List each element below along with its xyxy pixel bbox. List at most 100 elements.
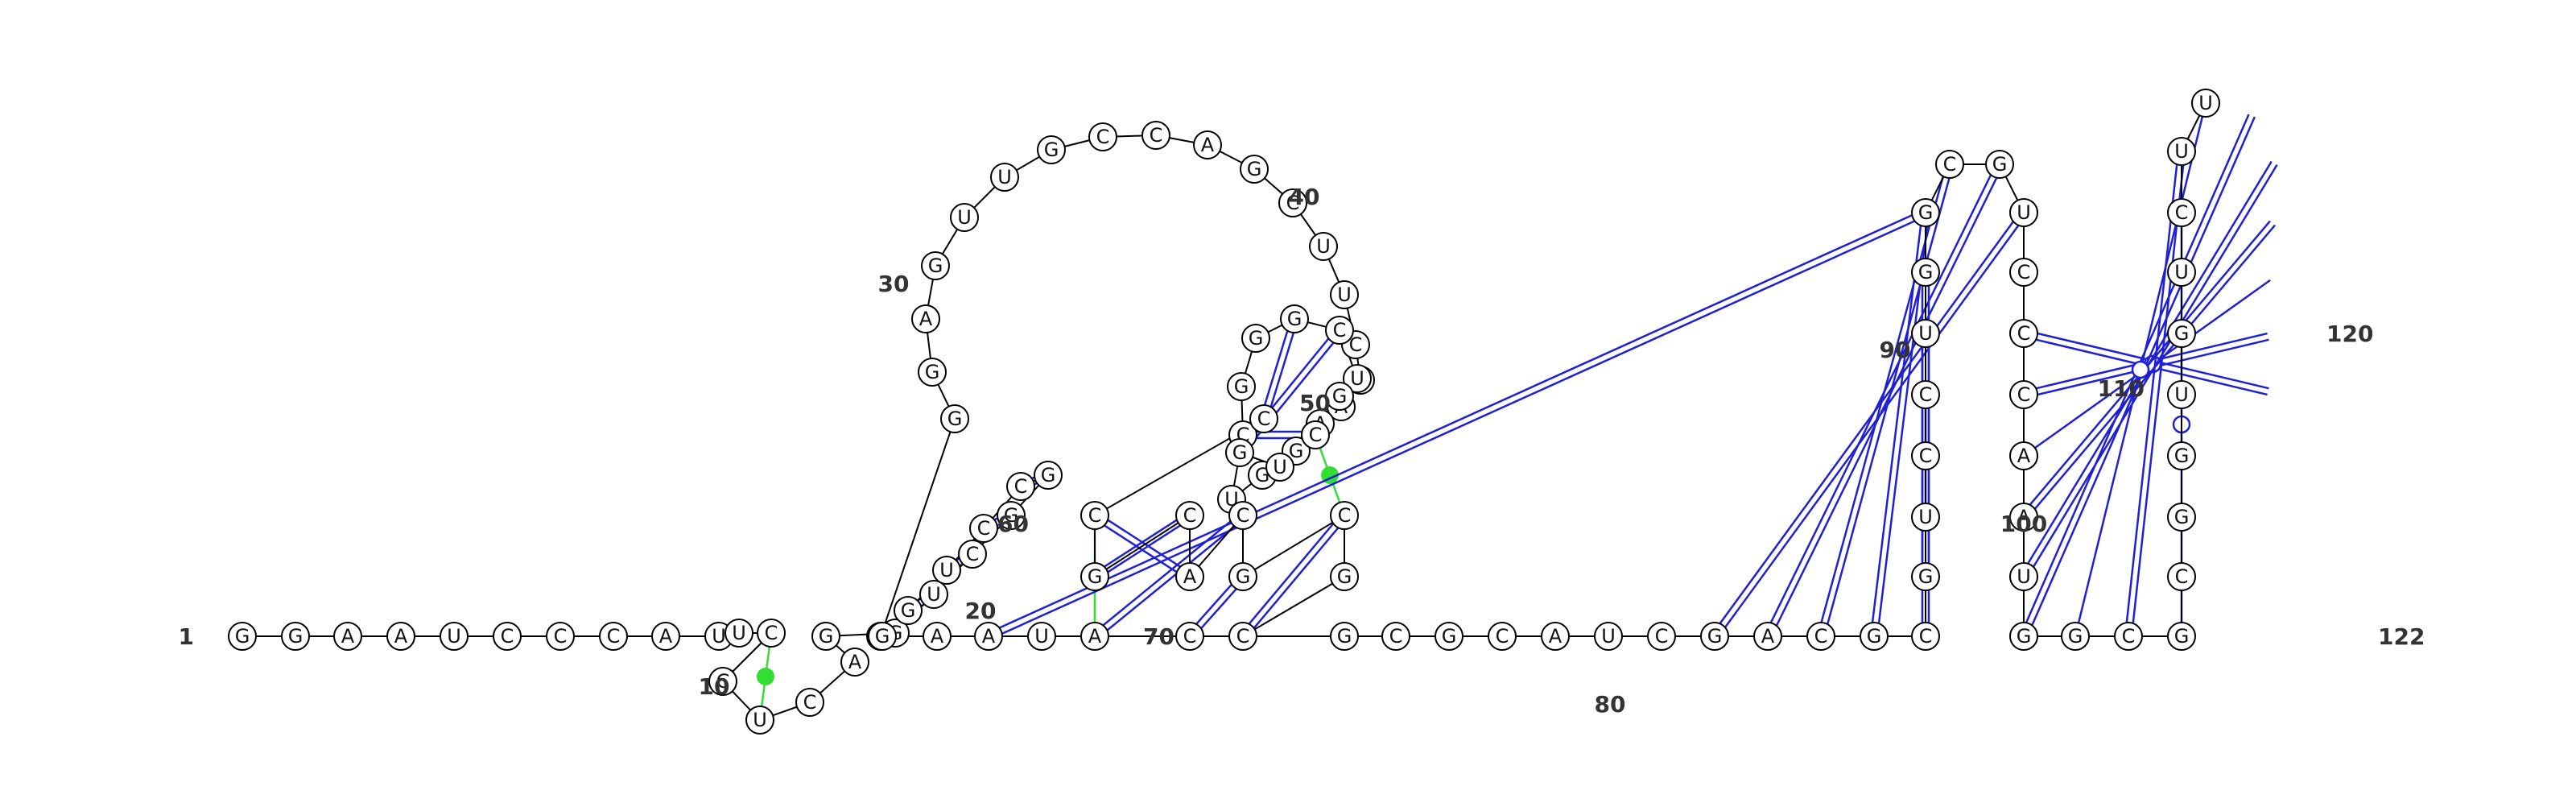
backbone-segment: [1243, 515, 1344, 577]
svg-text:C: C: [1814, 625, 1828, 648]
svg-text:U: U: [753, 709, 767, 731]
svg-text:G: G: [1918, 201, 1934, 224]
nucleotide: U: [440, 623, 468, 650]
svg-text:C: C: [1655, 625, 1669, 648]
svg-text:G: G: [819, 625, 834, 648]
nucleotide: U: [1310, 233, 1337, 260]
svg-text:U: U: [939, 559, 954, 581]
svg-text:G: G: [1232, 441, 1248, 464]
nucleotide: A: [387, 623, 415, 650]
nucleotide: C: [600, 623, 627, 650]
numbering-label: 100: [2000, 511, 2047, 537]
svg-text:G: G: [1332, 385, 1348, 408]
nucleotide: C: [758, 619, 785, 647]
base-pair: [1196, 585, 1236, 628]
nucleotide: C: [1807, 623, 1835, 650]
nucleotide: G: [922, 252, 949, 279]
svg-text:C: C: [1919, 445, 1933, 467]
nucleotide: C: [1382, 623, 1410, 650]
svg-text:C: C: [1496, 625, 1509, 648]
nucleotide: C: [796, 689, 824, 716]
numbering-label: 40: [1289, 184, 1320, 210]
svg-text:G: G: [1088, 565, 1103, 588]
nucleotide: U: [920, 581, 947, 608]
svg-text:U: U: [1034, 625, 1049, 648]
svg-text:U: U: [2174, 140, 2189, 163]
svg-text:C: C: [1919, 625, 1933, 648]
numbering-label: 90: [1880, 337, 1911, 363]
svg-text:G: G: [1249, 327, 1264, 350]
svg-text:U: U: [1316, 235, 1331, 258]
svg-text:U: U: [712, 625, 726, 648]
nucleotide: G: [812, 623, 840, 650]
nucleotide: A: [841, 648, 869, 676]
svg-text:C: C: [1309, 424, 1323, 446]
nucleotide: C: [2010, 320, 2037, 347]
nucleotide: A: [1081, 623, 1108, 650]
svg-text:U: U: [732, 622, 746, 644]
nucleotide: U: [746, 706, 774, 734]
nucleotide: C: [1081, 502, 1108, 529]
nucleotide: U: [2010, 563, 2037, 590]
svg-text:C: C: [977, 517, 991, 540]
nucleotide: C: [970, 515, 997, 542]
svg-text:C: C: [2175, 565, 2189, 588]
numbering-label: 20: [965, 598, 997, 624]
nucleotide: A: [1194, 131, 1221, 159]
nucleotide: G: [1912, 259, 1939, 286]
nucleotide: A: [923, 623, 951, 650]
numbering-label: 1: [179, 623, 194, 650]
numbering-label: 80: [1595, 691, 1626, 718]
svg-text:C: C: [2175, 201, 2189, 224]
nucleotide: G: [1228, 373, 1255, 400]
nucleotide: C: [1250, 405, 1278, 432]
svg-text:G: G: [1041, 464, 1056, 486]
svg-text:C: C: [501, 625, 514, 648]
nucleotide: A: [975, 623, 1002, 650]
svg-text:C: C: [2017, 383, 2031, 406]
wobble-pair: [2035, 280, 2270, 448]
numbering-label: 10: [699, 673, 730, 700]
svg-text:C: C: [1150, 124, 1163, 147]
svg-text:G: G: [928, 255, 943, 277]
svg-text:U: U: [1918, 322, 1933, 345]
svg-text:U: U: [957, 206, 972, 229]
nucleotide: G: [1038, 136, 1065, 163]
nucleotide: U: [951, 204, 978, 231]
svg-text:G: G: [1337, 625, 1352, 648]
nucleotide: U: [725, 619, 753, 647]
nucleotide: G: [229, 623, 256, 650]
nucleotide: G: [1241, 155, 1268, 183]
nucleotide: C: [1912, 381, 1939, 408]
nucleotide: G: [919, 358, 946, 386]
nucleotide: U: [1266, 453, 1294, 481]
nucleotide: C: [1176, 502, 1203, 529]
nucleotide: U: [1028, 623, 1055, 650]
svg-text:G: G: [1918, 565, 1934, 588]
nucleotide: C: [2168, 199, 2195, 226]
svg-text:A: A: [1088, 625, 1102, 648]
nucleotide: C: [959, 540, 986, 568]
backbone-segment: [1243, 577, 1344, 636]
nucleotide: A: [912, 305, 939, 333]
svg-text:C: C: [1389, 625, 1403, 648]
svg-text:A: A: [919, 308, 933, 330]
nucleotide: G: [2168, 623, 2195, 650]
svg-text:U: U: [1337, 283, 1352, 306]
nucleotide: A: [1754, 623, 1781, 650]
svg-text:G: G: [1234, 375, 1249, 398]
nucleotide: U: [1595, 623, 1622, 650]
base-pairs: [881, 114, 2277, 639]
nucleotide: G: [1229, 563, 1257, 590]
nucleotide: C: [1912, 442, 1939, 470]
nucleotide: G: [1435, 623, 1463, 650]
svg-text:G: G: [288, 625, 303, 648]
svg-text:U: U: [997, 166, 1012, 188]
nucleotide: A: [652, 623, 679, 650]
svg-text:U: U: [1601, 625, 1616, 648]
nucleotide: G: [1226, 439, 1253, 466]
svg-text:C: C: [554, 625, 568, 648]
nucleotide: C: [2010, 259, 2037, 286]
svg-text:A: A: [1761, 625, 1775, 648]
svg-text:C: C: [1096, 126, 1110, 148]
